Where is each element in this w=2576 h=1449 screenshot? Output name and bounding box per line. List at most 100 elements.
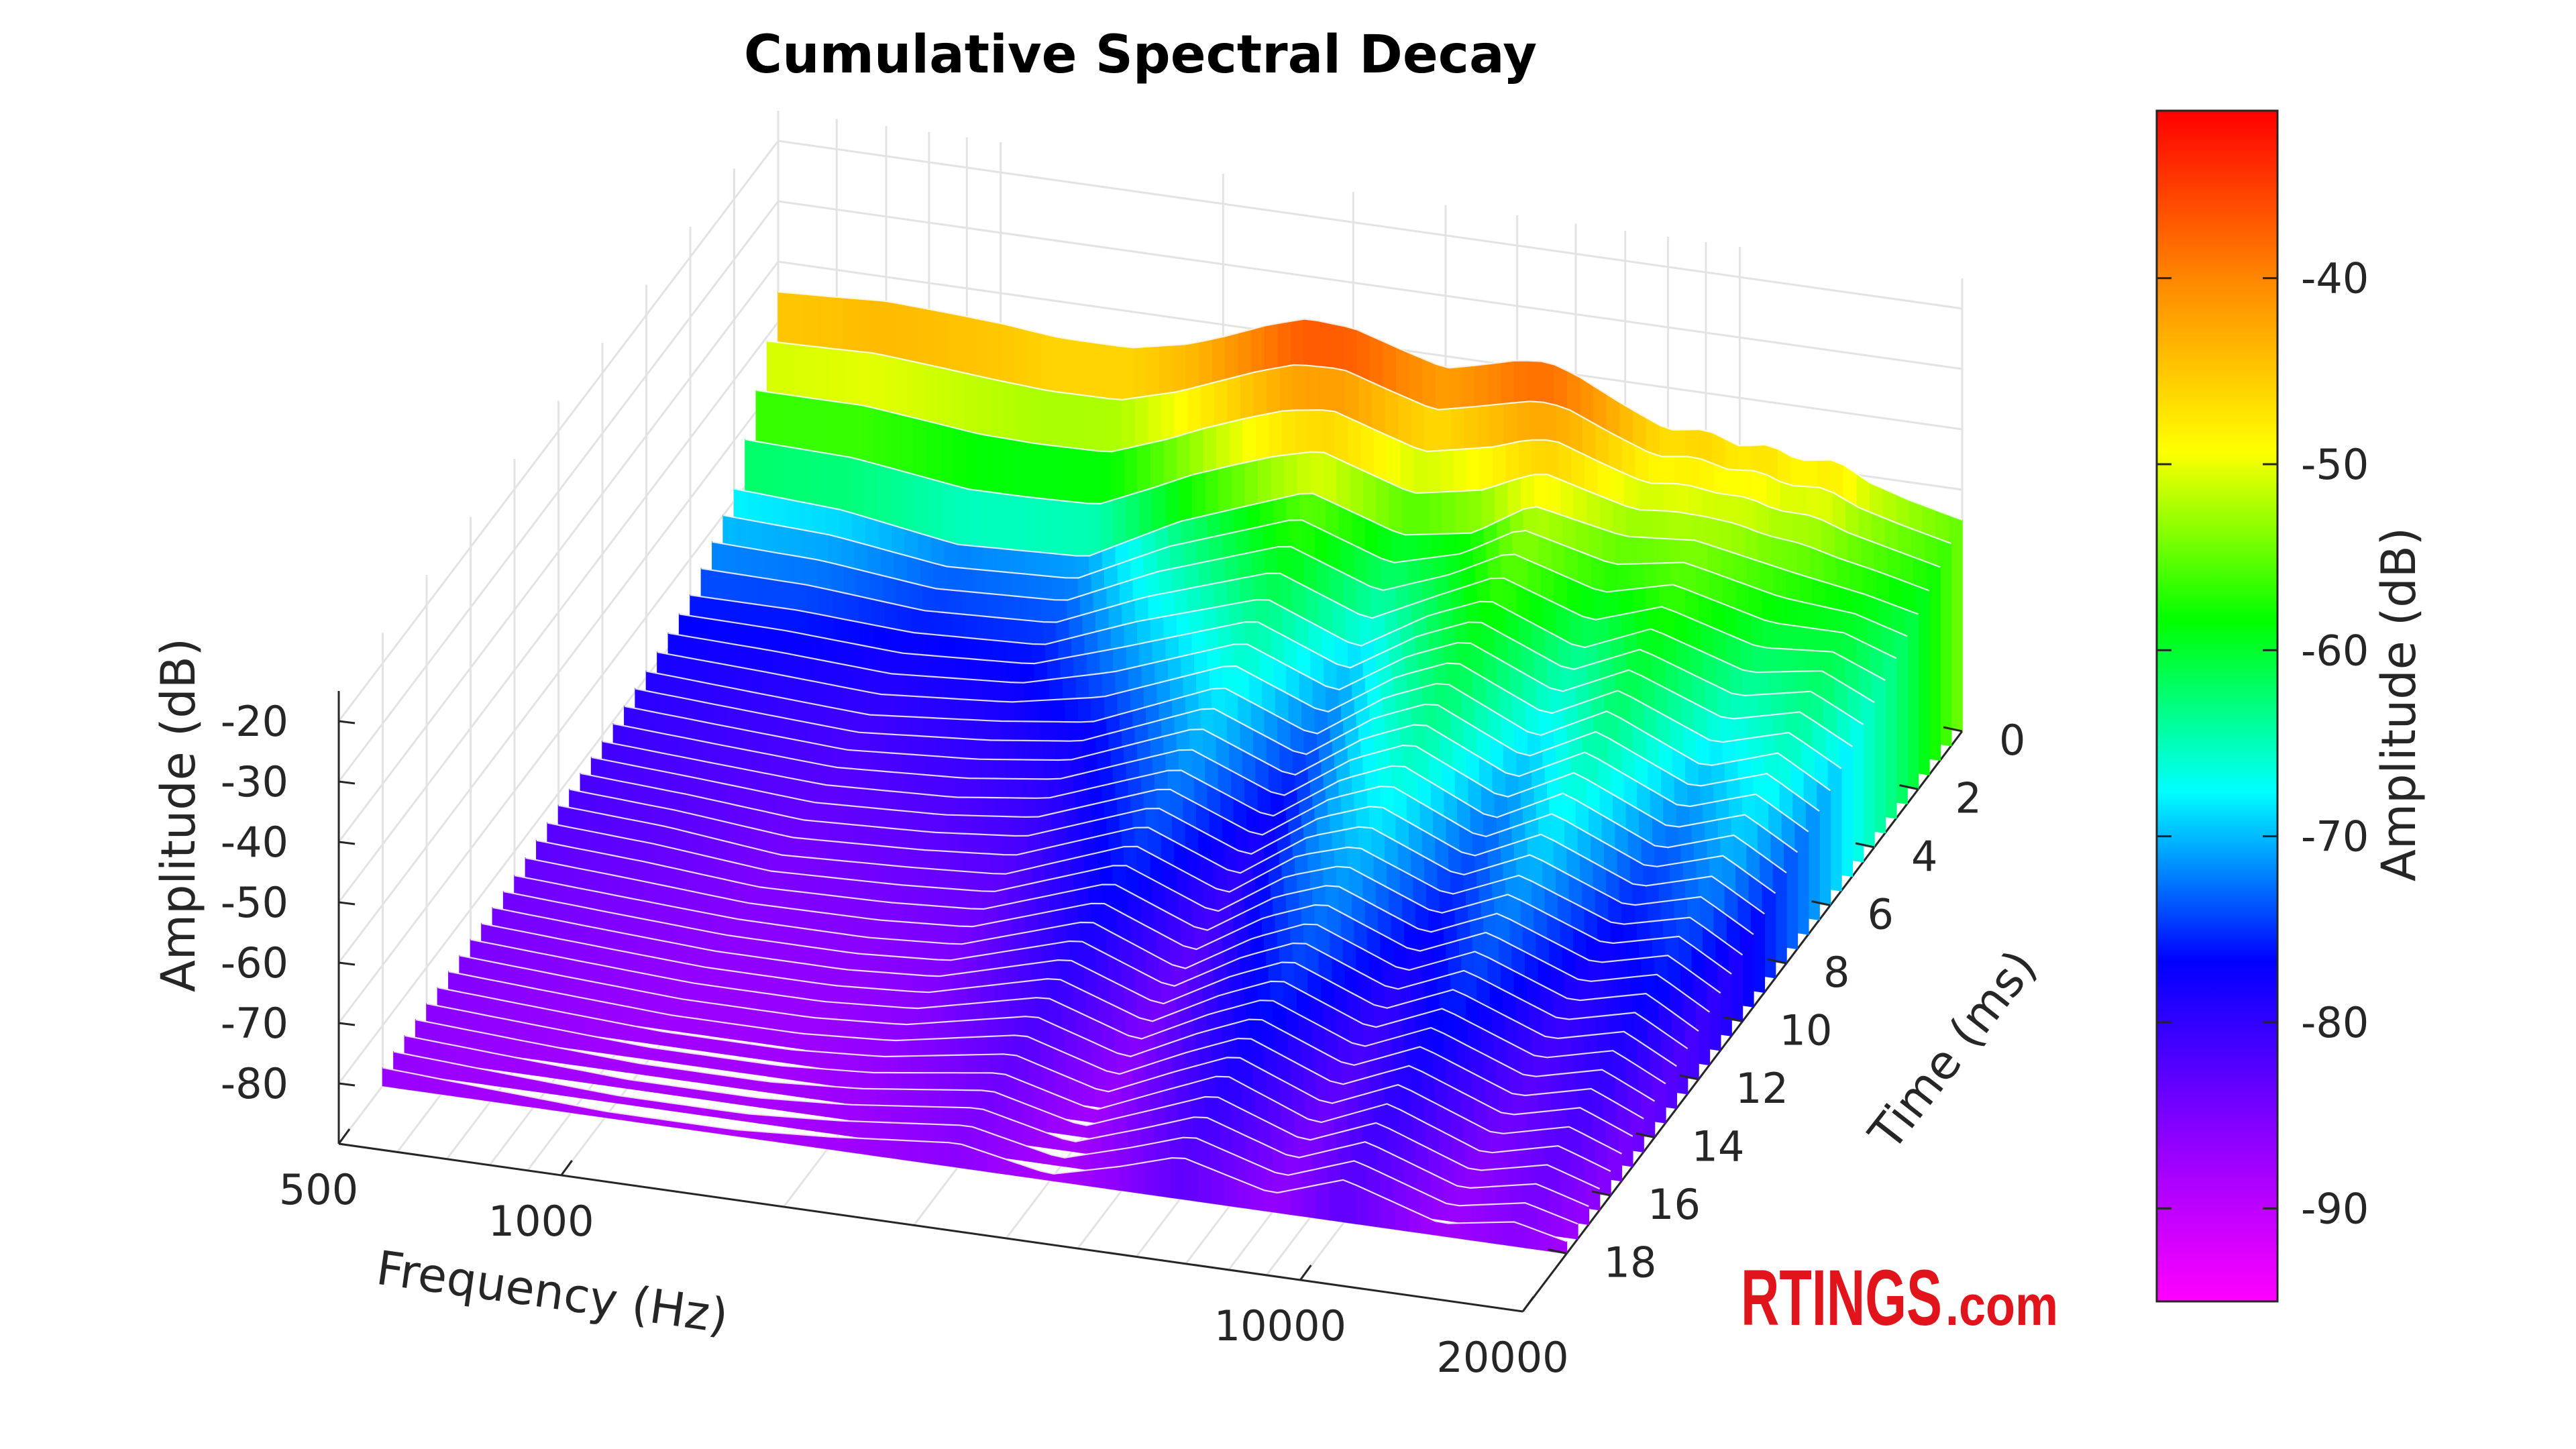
- decay-slice-line: [448, 971, 1633, 1137]
- time-tick-label: 16: [1648, 1180, 1701, 1229]
- frequency-tick-mark: [560, 1160, 573, 1176]
- chart-title: Cumulative Spectral Decay: [744, 25, 1537, 85]
- amplitude-tick-mark: [338, 1022, 356, 1026]
- decay-slice-line: [393, 1051, 1578, 1225]
- frequency-tick-label: 10000: [1214, 1301, 1346, 1350]
- decay-slice-line: [756, 389, 1941, 568]
- decay-slice-line: [690, 594, 1875, 703]
- colorbar-tick-label: -70: [2301, 812, 2369, 861]
- decay-slice-line: [668, 632, 1853, 747]
- decay-slice-line: [580, 772, 1765, 915]
- colorbar-gradient: [2155, 109, 2279, 1303]
- amplitude-tick-label: -50: [221, 878, 288, 927]
- decay-surface: [382, 290, 1963, 1254]
- colorbar-label: Amplitude (dB): [2371, 527, 2426, 881]
- decay-slice-line: [602, 740, 1787, 873]
- decay-slice-line: [492, 906, 1677, 1067]
- time-tick-mark: [1679, 1074, 1699, 1081]
- time-axis-label: Time (ms): [1858, 940, 2047, 1161]
- colorbar-tick-label: -90: [2301, 1184, 2369, 1233]
- svg-text:RTINGS: RTINGS: [1741, 1254, 1942, 1342]
- time-tick-mark: [1591, 1190, 1611, 1197]
- decay-slice-line: [558, 804, 1743, 956]
- time-tick-label: 8: [1823, 948, 1849, 997]
- decay-slice-line: [679, 613, 1864, 725]
- decay-slice-line: [569, 788, 1754, 935]
- frequency-tick-mark: [1521, 1296, 1535, 1312]
- amplitude-tick-label: -20: [221, 697, 288, 746]
- time-tick-label: 2: [1955, 774, 1982, 823]
- decay-slice-line: [382, 1067, 1567, 1242]
- amplitude-tick-label: -40: [221, 818, 288, 867]
- time-tick-mark: [1855, 842, 1875, 849]
- time-tick-label: 6: [1868, 890, 1894, 939]
- frequency-tick-mark: [337, 1128, 351, 1144]
- time-tick-mark: [1899, 784, 1919, 790]
- frequency-tick-label: 20000: [1436, 1333, 1568, 1382]
- decay-slice-line: [624, 705, 1809, 833]
- amplitude-tick-mark: [338, 961, 356, 966]
- time-tick-mark: [1811, 900, 1831, 906]
- decay-slice-line: [745, 439, 1930, 592]
- colorbar-tick-label: -40: [2301, 254, 2369, 303]
- amplitude-tick-mark: [338, 841, 356, 845]
- decay-slice-line: [437, 987, 1622, 1155]
- frequency-axis-label: Frequency (Hz): [373, 1240, 731, 1344]
- decay-slice-line: [514, 874, 1699, 1032]
- time-tick-mark: [1767, 958, 1787, 965]
- decay-slice-line: [405, 1034, 1589, 1208]
- amplitude-tick-label: -80: [221, 1059, 288, 1108]
- time-tick-label: 12: [1735, 1064, 1788, 1113]
- decay-slice-line: [657, 651, 1842, 769]
- decay-slice-line: [426, 1002, 1611, 1172]
- amplitude-tick-mark: [338, 1082, 356, 1087]
- time-tick-mark: [1943, 726, 1963, 733]
- brand-name: RTINGS: [1741, 1254, 1942, 1342]
- decay-slice-line: [503, 890, 1688, 1050]
- time-tick-label: 18: [1604, 1238, 1657, 1287]
- colorbar-tick-label: -50: [2301, 440, 2369, 489]
- decay-slice-line: [712, 541, 1897, 659]
- rtings-logo: RTINGS .com: [1741, 1254, 2058, 1342]
- amplitude-tick-label: -60: [221, 938, 288, 987]
- decay-slice-line: [536, 839, 1721, 994]
- brand-suffix: .com: [1945, 1274, 2058, 1337]
- colorbar-tick-label: -60: [2301, 626, 2369, 675]
- decay-slice: [382, 1067, 1568, 1254]
- time-tick-label: 10: [1780, 1006, 1833, 1055]
- decay-slice-line: [525, 857, 1711, 1013]
- amplitude-tick-mark: [338, 720, 356, 724]
- frequency-tick-label: 500: [279, 1165, 358, 1214]
- time-tick-label: 4: [1911, 832, 1937, 881]
- frequency-tick-label: 1000: [488, 1197, 594, 1246]
- decay-slice-line: [646, 670, 1831, 792]
- time-tick-label: 14: [1692, 1122, 1745, 1171]
- amplitude-tick-mark: [338, 780, 356, 785]
- decay-slice-line: [591, 756, 1776, 894]
- decay-slice-line: [701, 568, 1886, 682]
- decay-slice-line: [470, 938, 1656, 1102]
- amplitude-tick-label: -70: [221, 999, 288, 1048]
- time-tick-mark: [1723, 1016, 1743, 1022]
- decay-slice-line: [635, 688, 1820, 812]
- frequency-tick-mark: [1299, 1265, 1312, 1281]
- colorbar: -40 -50 -60 -70 -80 -90 Amplitude (dB): [2155, 109, 2426, 1303]
- axis-ticks: -20 -30 -40 -50 -60 -70 -80 500 1000 10000 20000 02…: [221, 697, 2026, 1382]
- decay-slice-line: [777, 290, 1963, 521]
- amplitude-tick-mark: [338, 901, 356, 906]
- svg-text:.com: .com: [1945, 1274, 2058, 1337]
- colorbar-tick-label: -80: [2301, 998, 2369, 1047]
- time-tick-mark: [1635, 1132, 1655, 1138]
- decay-slice-line: [459, 955, 1644, 1120]
- decay-slice-line: [481, 922, 1666, 1085]
- decay-slice-line: [415, 1018, 1601, 1190]
- amplitude-tick-label: -30: [221, 757, 288, 806]
- time-tick-label: 0: [1999, 716, 2025, 765]
- decay-slice-line: [547, 822, 1732, 975]
- colorbar-ticks: -40 -50 -60 -70 -80 -90: [2157, 254, 2369, 1233]
- decay-slice-line: [613, 722, 1799, 853]
- time-tick-mark: [1548, 1248, 1567, 1254]
- decay-slice-line: [767, 340, 1951, 545]
- decay-slice-line: [722, 515, 1908, 637]
